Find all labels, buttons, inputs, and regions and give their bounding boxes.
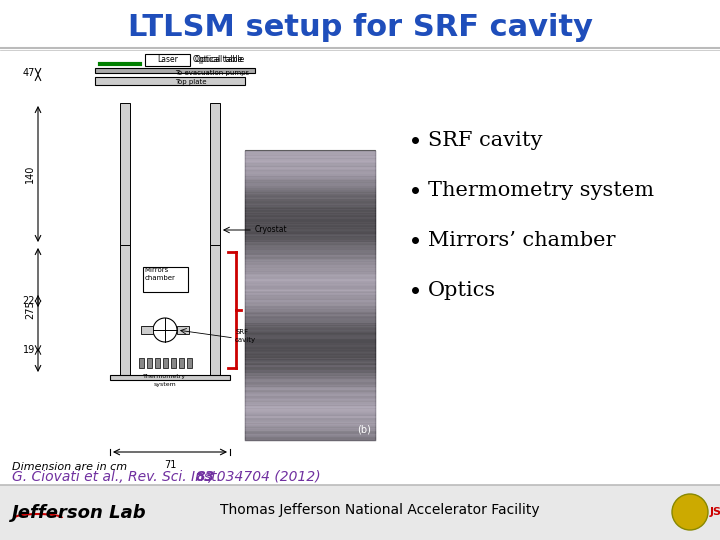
Bar (245, 150, 375, 440)
Text: Thomas Jefferson National Accelerator Facility: Thomas Jefferson National Accelerator Fa… (220, 503, 540, 517)
Text: 83: 83 (196, 470, 215, 484)
Bar (179, 358, 184, 368)
Text: JSA: JSA (710, 507, 720, 517)
Text: , 034704 (2012): , 034704 (2012) (208, 470, 320, 484)
Text: 275: 275 (25, 301, 35, 319)
Bar (120, 103, 130, 245)
Bar (141, 326, 153, 334)
Text: Jefferson Lab: Jefferson Lab (12, 504, 147, 522)
Text: (b): (b) (357, 424, 371, 434)
Bar (163, 358, 168, 368)
Text: Mirrors’ chamber: Mirrors’ chamber (428, 231, 616, 249)
Bar (95, 68, 255, 73)
Bar (143, 267, 187, 292)
Text: 19: 19 (23, 345, 35, 355)
Text: Dimension are in cm: Dimension are in cm (12, 462, 127, 472)
Text: LTLSM setup for SRF cavity: LTLSM setup for SRF cavity (127, 14, 593, 43)
Text: Mirrors: Mirrors (145, 267, 168, 273)
Circle shape (672, 494, 708, 530)
Text: Thermometry: Thermometry (143, 374, 186, 379)
Text: 47: 47 (22, 68, 35, 78)
Bar (120, 245, 130, 375)
Text: Optical table: Optical table (193, 56, 242, 64)
Circle shape (153, 318, 177, 342)
Text: Top plate: Top plate (175, 79, 207, 85)
Text: 140: 140 (25, 165, 35, 183)
Bar (95, 77, 245, 85)
Text: Optics: Optics (428, 280, 496, 300)
Text: Thermometry system: Thermometry system (428, 180, 654, 199)
Bar (110, 375, 230, 380)
Text: To evacuation pumps: To evacuation pumps (175, 70, 249, 76)
Text: chamber: chamber (145, 275, 176, 281)
Bar (210, 103, 220, 245)
Bar (0, 485, 720, 540)
Bar (155, 358, 160, 368)
Text: Cryostat: Cryostat (255, 226, 287, 234)
Bar (138, 358, 143, 368)
Bar (171, 358, 176, 368)
Bar (186, 358, 192, 368)
Text: 22: 22 (22, 296, 35, 306)
Text: cavity: cavity (235, 337, 256, 343)
Text: Optical table: Optical table (195, 56, 244, 64)
Text: 71: 71 (164, 460, 176, 470)
Bar (177, 326, 189, 334)
Text: system: system (153, 382, 176, 387)
Text: SRF: SRF (235, 329, 248, 335)
Bar (210, 245, 220, 375)
Text: Laser: Laser (157, 56, 178, 64)
Bar (145, 54, 190, 66)
Text: G. Ciovati et al., Rev. Sci. Inst.: G. Ciovati et al., Rev. Sci. Inst. (12, 470, 225, 484)
Bar (146, 358, 151, 368)
Text: SRF cavity: SRF cavity (428, 131, 542, 150)
